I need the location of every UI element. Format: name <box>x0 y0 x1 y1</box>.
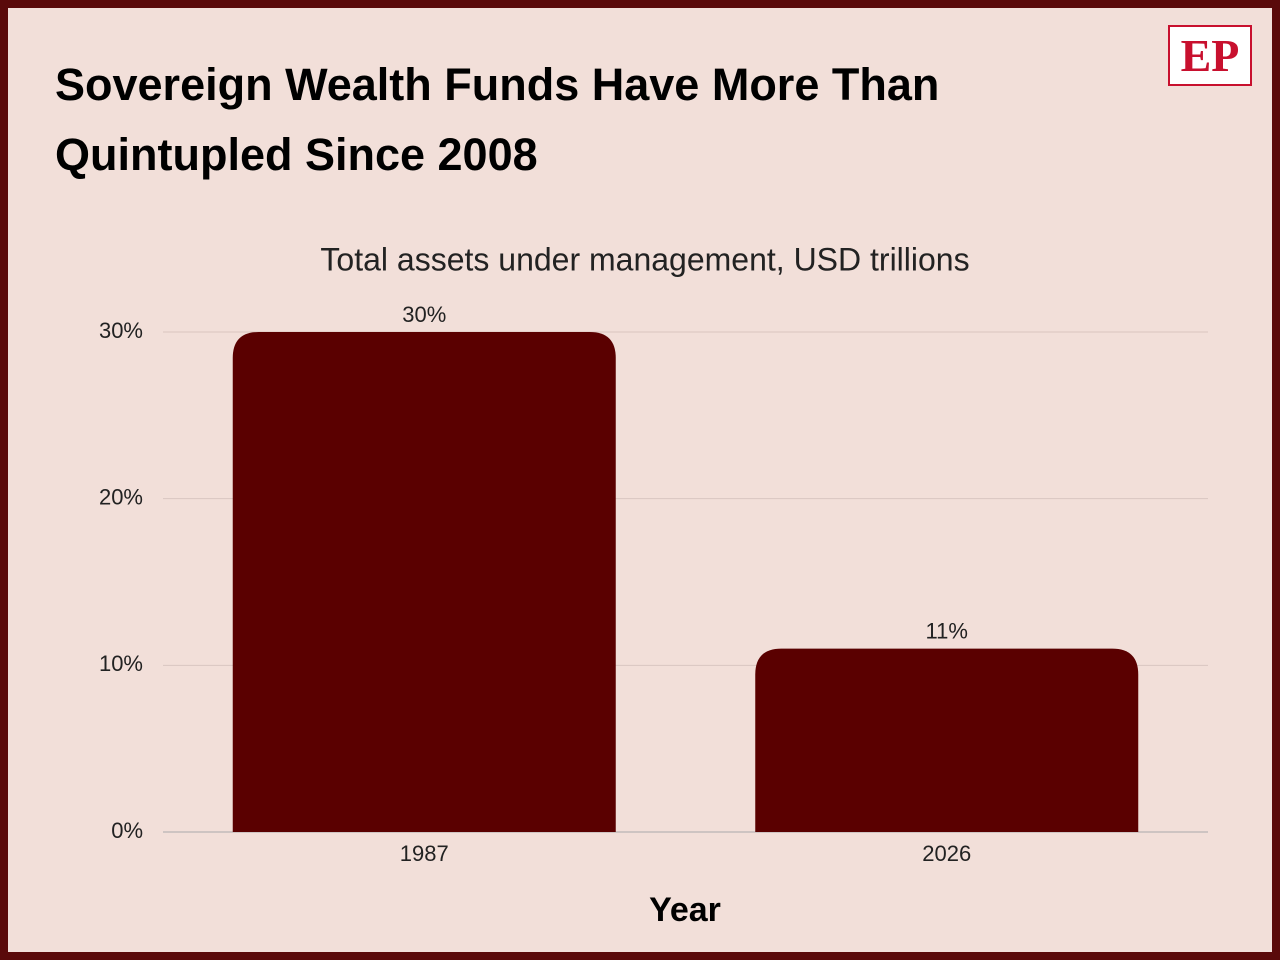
data-label: 30% <box>402 302 446 327</box>
y-tick-label: 10% <box>99 651 143 676</box>
logo: EP <box>1168 25 1252 86</box>
bar <box>232 332 616 832</box>
x-tick-label: 2026 <box>922 841 971 866</box>
data-label: 11% <box>926 618 968 643</box>
bar <box>755 648 1139 832</box>
x-axis-label: Year <box>649 891 721 929</box>
chart-title: Sovereign Wealth Funds Have More Than Qu… <box>55 59 940 180</box>
y-tick-label: 0% <box>111 818 143 843</box>
chart-subtitle: Total assets under management, USD trill… <box>320 241 969 277</box>
y-tick-label: 20% <box>99 484 143 509</box>
x-tick-label: 1987 <box>400 841 449 866</box>
y-tick-label: 30% <box>99 318 143 343</box>
